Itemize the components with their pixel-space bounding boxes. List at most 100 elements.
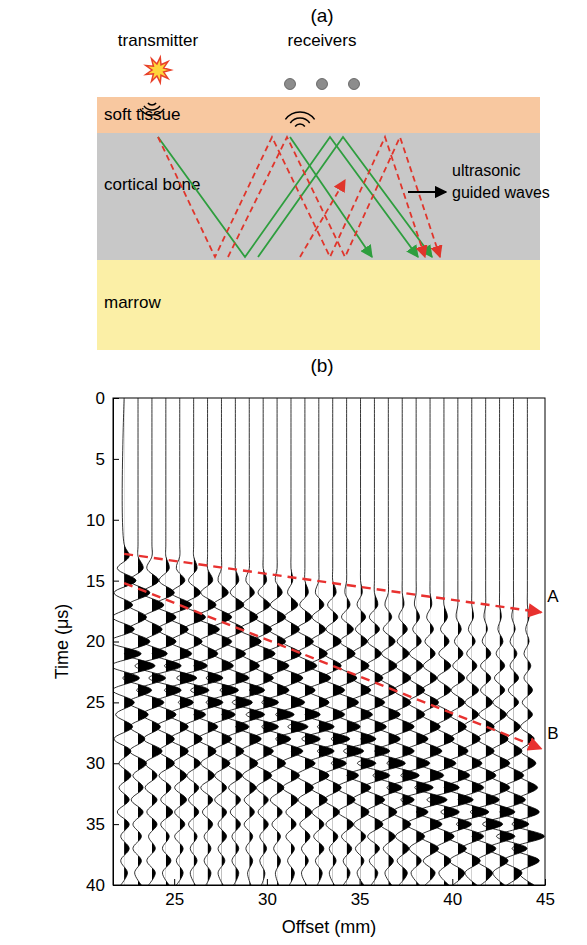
trace [456,398,488,885]
y-tick-label: 0 [96,389,105,408]
trace [415,398,447,885]
layer-band [97,97,540,133]
trace-line [344,398,376,885]
trace-fill [305,398,320,885]
receiver-icon [317,79,328,90]
x-tick: 30 [258,879,277,909]
x-tick-mark [267,879,268,885]
ray-solid [290,137,372,257]
x-tick-mark [545,879,546,885]
wave-arc [290,118,309,123]
x-tick-label: 25 [165,890,184,909]
trace-fill [361,398,376,885]
x-tick: 40 [443,879,462,909]
trace [276,398,308,885]
trace-line [496,398,528,885]
y-tick: 5 [96,450,119,469]
trace [232,398,264,885]
direction-arrow [408,191,446,193]
trace-fill [374,398,389,885]
x-axis: 25 30 35 40 45 [114,879,555,909]
layer-label: soft tissue [104,105,181,124]
x-tick-label: 35 [351,890,370,909]
y-tick: 0 [96,389,119,408]
trace [512,398,544,885]
trace-fill [500,398,515,885]
x-tick-label: 45 [536,890,555,909]
x-tick: 45 [536,879,555,909]
trace-line [232,398,264,885]
wave-arc [285,112,314,119]
trace [262,398,294,885]
trace-fill [166,398,181,885]
x-tick-mark [360,879,361,885]
panel-label: (b) [310,355,333,376]
trace-fill [319,398,334,885]
trace-line [191,398,223,885]
x-tick-label: 40 [443,890,462,909]
y-tick-label: 40 [86,876,105,895]
trace-line [302,398,334,885]
trace-line [164,398,196,885]
wave-arc [148,103,156,105]
trace-line [387,398,419,885]
x-axis-line [114,885,546,886]
trace-line [456,398,488,885]
trace-line [113,398,141,885]
trace [401,398,433,885]
y-tick: 30 [86,754,119,773]
y-tick-mark [113,581,119,582]
ray-dashed [228,137,440,257]
receivers-label: receivers [288,31,357,50]
trace-line [276,398,308,885]
annotation-label: B [547,724,558,743]
trace-fill [458,398,473,885]
x-tick-mark [174,879,175,885]
trace-fill [249,398,264,885]
trace [387,398,419,885]
trace-fill [208,398,223,885]
trace-line [177,398,209,885]
y-tick: 40 [86,876,119,895]
y-tick-mark [113,459,119,460]
trace-line [331,398,363,885]
trace [113,398,141,885]
trace [344,398,376,885]
panel-label: (a) [310,5,333,26]
trace-line [149,398,181,885]
receiver-icon [285,79,296,90]
plot-frame [113,398,545,885]
layer-label: marrow [104,293,161,312]
trace [331,398,363,885]
trace [357,398,389,885]
y-tick-label: 10 [86,511,105,530]
trace-line [373,398,405,885]
trace-fill [333,398,350,885]
layer-band [97,260,540,350]
trace-line [206,398,238,885]
y-tick-mark [113,824,119,825]
y-tick-mark [113,702,119,703]
trace [302,398,334,885]
trace-fill [527,398,544,885]
transmitter-label: transmitter [118,31,199,50]
y-tick-mark [113,642,119,643]
y-tick-mark [113,885,119,886]
trace [220,398,252,885]
annotation-arrow [124,583,541,749]
trace [246,398,278,885]
trace-line [123,398,155,885]
wave-label: ultrasonicguided waves [452,162,550,201]
x-tick: 25 [165,879,184,909]
annotation-arrow [124,554,541,612]
trace-line [288,398,320,885]
trace [191,398,223,885]
y-tick: 15 [86,572,119,591]
x-tick-label: 30 [258,890,277,909]
ray-solid [158,137,418,257]
panel-a: (a)soft tissuecortical bonemarrowtransmi… [97,5,550,350]
transmitter-icon [146,57,171,83]
y-tick-label: 25 [86,693,105,712]
y-tick-mark [113,763,119,764]
x-tick: 35 [351,879,370,909]
